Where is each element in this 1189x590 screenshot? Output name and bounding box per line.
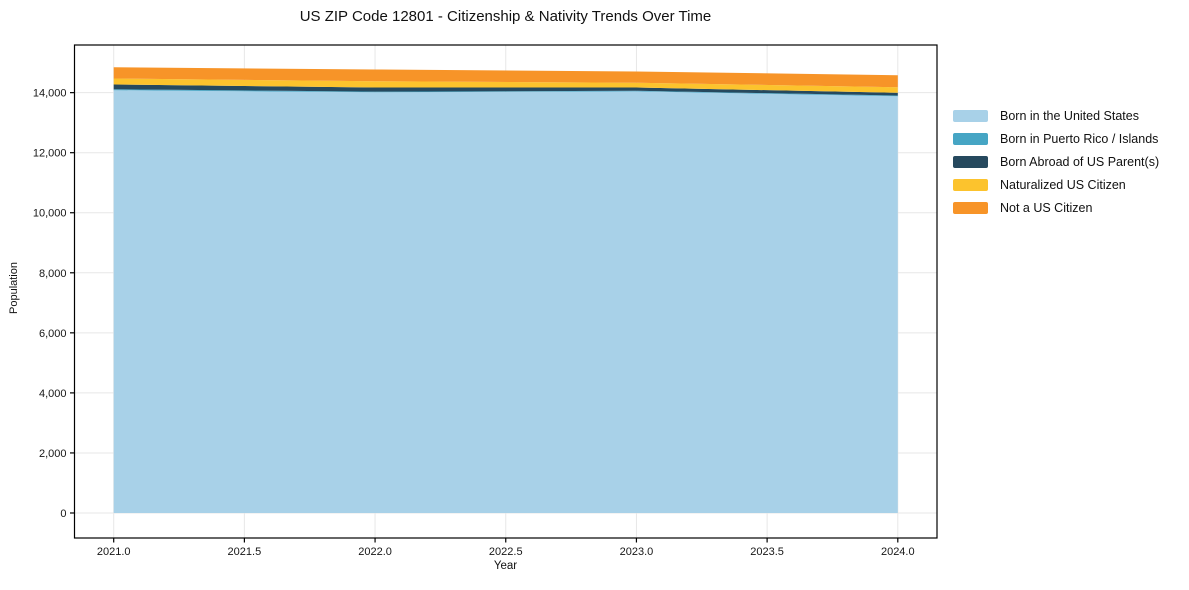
x-tick-label: 2023.0 <box>620 546 654 558</box>
area-band-4 <box>113 67 898 88</box>
legend-item: Born in Puerto Rico / Islands <box>953 127 1159 150</box>
legend-swatch-icon <box>953 155 988 168</box>
area-band-3 <box>113 78 898 93</box>
y-tick-label: 14,000 <box>33 88 67 100</box>
legend-swatch-icon <box>953 201 988 214</box>
y-tick-label: 6,000 <box>39 328 67 340</box>
x-tick-label: 2023.5 <box>750 546 784 558</box>
y-tick-label: 0 <box>60 508 66 520</box>
legend-label: Not a US Citizen <box>1000 200 1093 215</box>
area-band-2 <box>113 84 898 96</box>
area-band-1 <box>113 89 898 97</box>
y-tick-label: 8,000 <box>39 268 67 280</box>
legend-label: Born in the United States <box>1000 108 1139 123</box>
y-tick-label: 4,000 <box>39 388 67 400</box>
legend-label: Born in Puerto Rico / Islands <box>1000 131 1159 146</box>
legend-item: Born Abroad of US Parent(s) <box>953 150 1159 173</box>
x-axis-label: Year <box>493 560 518 572</box>
legend-label: Naturalized US Citizen <box>1000 177 1126 192</box>
legend-item: Not a US Citizen <box>953 196 1159 219</box>
x-tick-label: 2021.5 <box>228 546 262 558</box>
legend-swatch-icon <box>953 178 988 191</box>
x-tick-label: 2022.0 <box>358 546 392 558</box>
legend-swatch-icon <box>953 132 988 145</box>
legend-item: Born in the United States <box>953 104 1159 127</box>
legend-label: Born Abroad of US Parent(s) <box>1000 154 1160 169</box>
y-tick-label: 2,000 <box>39 448 67 460</box>
legend-item: Naturalized US Citizen <box>953 173 1159 196</box>
x-tick-label: 2021.0 <box>97 546 131 558</box>
legend-swatch-icon <box>953 109 988 122</box>
chart-title: US ZIP Code 12801 - Citizenship & Nativi… <box>299 8 712 25</box>
legend: Born in the United States Born in Puerto … <box>953 104 1159 219</box>
x-tick-label: 2022.5 <box>489 546 523 558</box>
y-axis-label: Population <box>8 262 20 314</box>
x-tick-label: 2024.0 <box>881 546 915 558</box>
area-band-0 <box>113 90 898 513</box>
y-tick-label: 12,000 <box>33 148 67 160</box>
y-tick-label: 10,000 <box>33 208 67 220</box>
